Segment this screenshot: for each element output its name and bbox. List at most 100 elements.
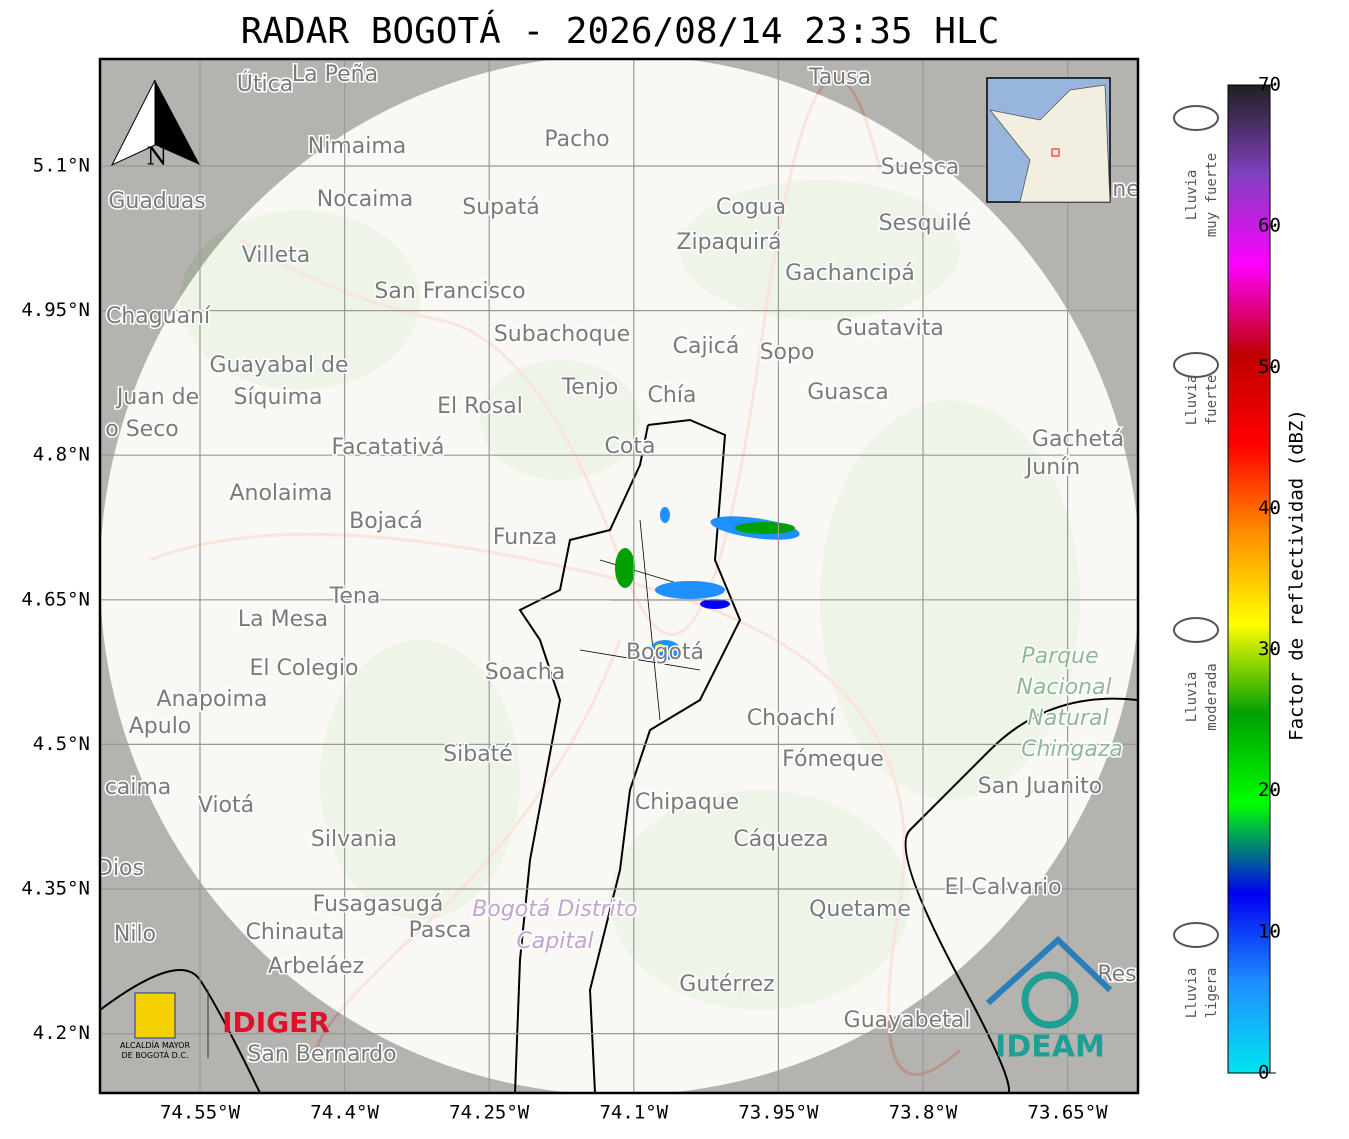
- lat-tick-label: 4.5°N: [33, 733, 90, 755]
- north-label: N: [147, 143, 168, 171]
- place-label: Fómeque: [782, 747, 884, 772]
- park-label: Nacional: [1016, 675, 1111, 700]
- lon-tick-label: 73.95°W: [738, 1102, 819, 1124]
- north-arrow-right: [155, 80, 200, 165]
- place-label: El Colegio: [249, 656, 358, 681]
- place-label: Funza: [493, 525, 557, 550]
- rain-icon: [1173, 617, 1219, 643]
- place-label: San Juanito: [978, 774, 1102, 799]
- place-label: San Francisco: [374, 279, 525, 304]
- place-label: Nocaima: [317, 187, 414, 212]
- place-label: Dios: [96, 856, 144, 881]
- lat-tick-label: 4.35°N: [21, 878, 90, 900]
- district-label: Capital: [516, 929, 593, 954]
- place-label: Pasca: [409, 918, 472, 943]
- rain-category-label: muy fuerte: [1204, 153, 1220, 237]
- place-label: Cota: [605, 434, 656, 459]
- place-label: Tausa: [808, 65, 871, 90]
- ideam-roof: [985, 935, 1113, 1006]
- place-label: Subachoque: [494, 322, 630, 347]
- lat-tick-label: 4.2°N: [33, 1022, 90, 1044]
- place-label: Silvania: [311, 827, 397, 852]
- place-label: o Seco: [105, 417, 179, 442]
- place-label: Tenjo: [561, 375, 619, 400]
- place-label: Cáqueza: [733, 827, 828, 852]
- rain-icon: [1173, 352, 1219, 378]
- place-label: Gachancipá: [785, 261, 915, 286]
- rain-category-label: ligera: [1204, 968, 1220, 1019]
- lon-tick-label: 74.4°W: [310, 1102, 379, 1124]
- place-label: Res: [1097, 962, 1136, 987]
- district-label: Bogotá Distrito: [472, 897, 637, 922]
- colorbar-tick-label: 50: [1258, 356, 1281, 378]
- place-label: Cajicá: [673, 334, 740, 359]
- place-label: Suesca: [881, 155, 959, 180]
- place-label: Gachetá: [1032, 427, 1124, 452]
- place-label: Facatativá: [331, 435, 444, 460]
- inset-land: [989, 84, 1111, 203]
- colorbar-label: Factor de reflectividad (dBZ): [1286, 409, 1308, 741]
- lat-tick-label: 4.8°N: [33, 444, 90, 466]
- colorbar: [1227, 84, 1271, 1074]
- idiger-logo: IDIGER: [222, 1006, 330, 1039]
- place-label: Chinauta: [246, 920, 345, 945]
- place-label: Juan de: [115, 385, 199, 410]
- alcaldia-text: DE BOGOTÁ D.C.: [121, 1049, 188, 1060]
- rain-category-label: Lluvia: [1184, 170, 1200, 221]
- colorbar-tick-label: 30: [1258, 638, 1281, 660]
- place-label: Chipaque: [635, 790, 739, 815]
- place-label: Junín: [1024, 455, 1080, 480]
- place-label: La Mesa: [238, 607, 328, 632]
- place-label: Choachí: [747, 706, 836, 731]
- colorbar-tick-label: 70: [1258, 74, 1281, 96]
- place-label: Soacha: [485, 660, 565, 685]
- lon-tick-label: 74.1°W: [599, 1102, 668, 1124]
- place-label: Nilo: [114, 922, 156, 947]
- place-label: Bogotá: [626, 640, 704, 665]
- place-label: Tena: [329, 584, 381, 609]
- rain-category-label: fuerte: [1204, 375, 1220, 426]
- place-label: Sesquilé: [879, 211, 972, 236]
- place-label: La Peña: [292, 62, 378, 87]
- place-label: Guaduas: [108, 189, 205, 214]
- rain-icon: [1173, 922, 1219, 948]
- place-label: Sopo: [760, 340, 815, 365]
- place-label: Zipaquirá: [676, 230, 781, 255]
- colorbar-tick-label: 0: [1258, 1062, 1269, 1084]
- lat-tick-label: 4.65°N: [21, 588, 90, 610]
- place-label: El Rosal: [437, 394, 523, 419]
- park-label: Chingaza: [1021, 737, 1123, 762]
- lon-tick-label: 73.65°W: [1028, 1102, 1109, 1124]
- rain-category-label: Lluvia: [1184, 672, 1200, 723]
- ideam-logo: IDEAM: [995, 1030, 1105, 1065]
- place-label: Guayabetal: [844, 1008, 971, 1033]
- place-label: ne: [1112, 177, 1139, 202]
- lon-tick-label: 74.25°W: [449, 1102, 530, 1124]
- colorbar-tick-label: 40: [1258, 497, 1281, 519]
- rain-category-label: Lluvia: [1184, 968, 1200, 1019]
- place-label: Quetame: [809, 897, 911, 922]
- radar-echoes: [615, 507, 800, 660]
- park-label: Natural: [1027, 706, 1108, 731]
- place-label: Arbeláez: [268, 954, 364, 979]
- lon-tick-label: 74.55°W: [160, 1102, 241, 1124]
- inset-marker: [1051, 148, 1060, 157]
- lat-tick-label: 4.95°N: [21, 299, 90, 321]
- rain-category-label: Lluvia: [1184, 375, 1200, 426]
- place-label: Gutérrez: [679, 972, 774, 997]
- place-label: Guayabal de: [209, 353, 348, 378]
- place-label: Fusagasugá: [313, 892, 444, 917]
- place-label: San Bernardo: [247, 1042, 396, 1067]
- place-label: Villeta: [242, 243, 311, 268]
- rain-category-label: moderada: [1204, 663, 1220, 730]
- place-label: Pacho: [544, 127, 609, 152]
- place-label: Guatavita: [836, 316, 944, 341]
- place-label: Guasca: [807, 380, 889, 405]
- place-label: Chía: [648, 383, 697, 408]
- place-label: El Calvario: [944, 875, 1061, 900]
- place-label: Chaguaní: [106, 304, 211, 329]
- place-label: Supatá: [462, 195, 539, 220]
- place-label: Sibaté: [443, 742, 513, 767]
